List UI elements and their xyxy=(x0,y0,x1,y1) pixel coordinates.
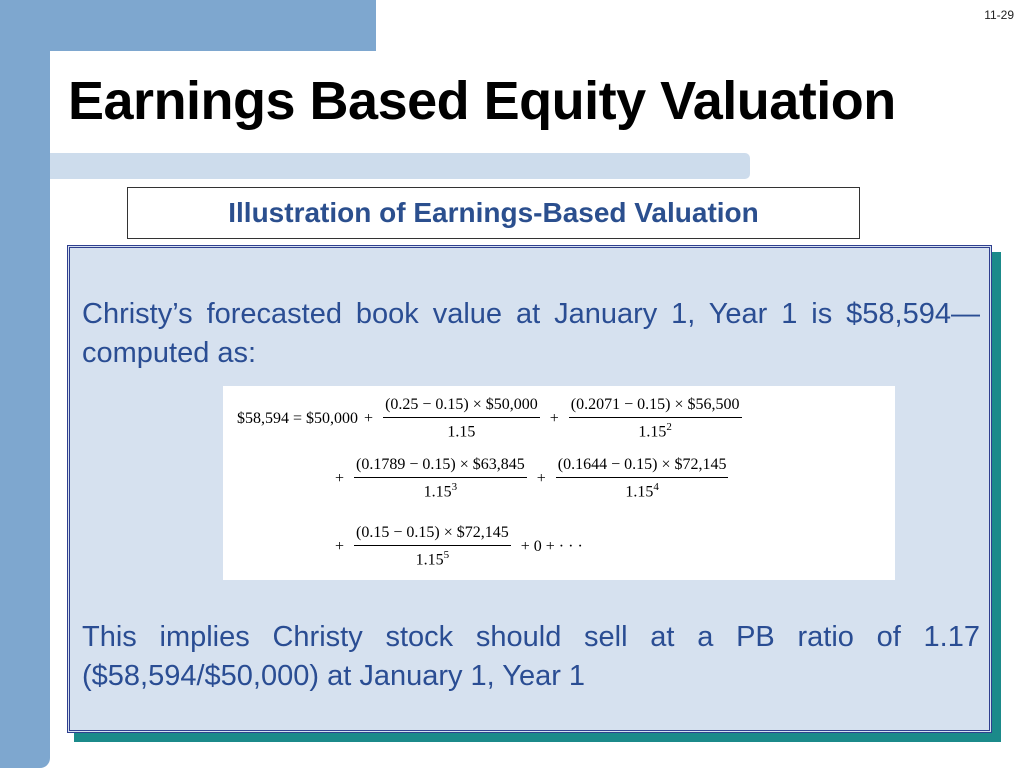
fraction-term-3: (0.1789 − 0.15) × $63,845 1.153 xyxy=(354,456,527,501)
subtitle-text: Illustration of Earnings-Based Valuation xyxy=(228,197,759,228)
plus-sign: + xyxy=(335,469,345,487)
numerator: (0.15 − 0.15) × $72,145 xyxy=(354,524,511,546)
numerator: (0.1644 − 0.15) × $72,145 xyxy=(555,456,729,478)
fraction-term-2: (0.2071 − 0.15) × $56,500 1.152 xyxy=(568,396,742,441)
formula-line-2: + (0.1789 − 0.15) × $63,845 1.153 + (0.1… xyxy=(329,456,732,501)
decorative-left-bar xyxy=(0,0,50,768)
formula-line-1: $58,594 = $50,000 + (0.25 − 0.15) × $50,… xyxy=(237,396,746,441)
plus-sign: + xyxy=(536,469,546,487)
plus-sign: + xyxy=(364,409,374,427)
page-title: Earnings Based Equity Valuation xyxy=(68,71,896,131)
denominator: 1.153 xyxy=(423,481,458,501)
conclusion-paragraph: This implies Christy stock should sell a… xyxy=(82,621,980,692)
fraction-term-5: (0.15 − 0.15) × $72,145 1.155 xyxy=(354,524,511,569)
decorative-top-bar xyxy=(0,0,376,51)
formula-line-3: + (0.15 − 0.15) × $72,145 1.155 + 0 + · … xyxy=(329,524,589,569)
numerator: (0.25 − 0.15) × $50,000 xyxy=(383,396,540,418)
denominator: 1.152 xyxy=(638,421,672,441)
intro-paragraph: Christy’s forecasted book value at Janua… xyxy=(82,298,980,369)
plus-sign: + xyxy=(549,409,559,427)
content-panel: Christy’s forecasted book value at Janua… xyxy=(67,245,992,733)
denominator: 1.155 xyxy=(415,549,450,569)
numerator: (0.2071 − 0.15) × $56,500 xyxy=(568,396,742,418)
valuation-formula: $58,594 = $50,000 + (0.25 − 0.15) × $50,… xyxy=(223,386,895,580)
title-underline-bar xyxy=(50,153,750,179)
denominator: 1.154 xyxy=(625,481,659,501)
formula-lhs: $58,594 = $50,000 xyxy=(237,409,359,427)
plus-sign: + xyxy=(335,537,345,555)
denominator: 1.15 xyxy=(447,423,476,441)
slide-number: 11-29 xyxy=(984,8,1014,22)
formula-tail: + 0 + · · · xyxy=(520,537,583,555)
subtitle-box: Illustration of Earnings-Based Valuation xyxy=(127,187,860,239)
fraction-term-1: (0.25 − 0.15) × $50,000 1.15 xyxy=(383,396,540,441)
fraction-term-4: (0.1644 − 0.15) × $72,145 1.154 xyxy=(555,456,729,501)
numerator: (0.1789 − 0.15) × $63,845 xyxy=(354,456,527,478)
